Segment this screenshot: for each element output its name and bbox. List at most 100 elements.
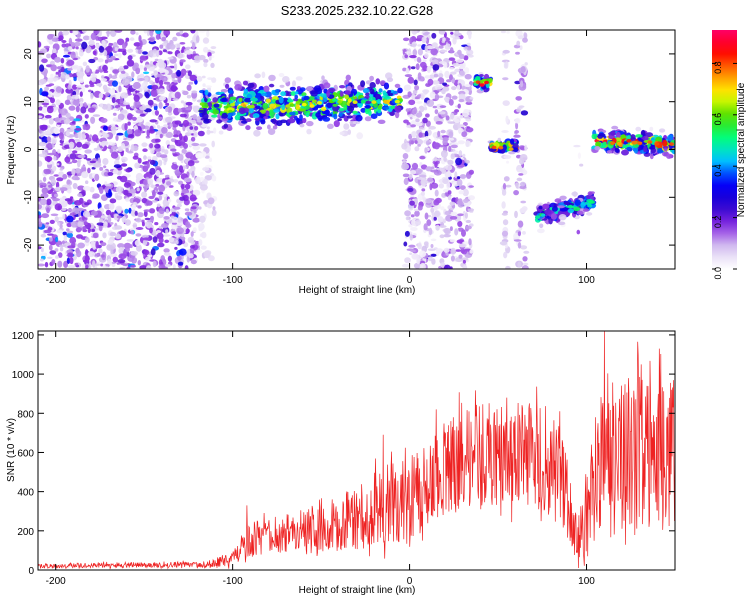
noise-cell [77, 154, 86, 159]
signal-cell [538, 205, 543, 210]
noise-cell [187, 236, 195, 244]
noise-cell [41, 187, 48, 195]
noise-cell [72, 30, 79, 36]
noise-cell [48, 184, 53, 188]
noise-cell [159, 133, 163, 139]
noise-cell [184, 208, 190, 212]
noise-cell [517, 242, 522, 249]
signal-cell [299, 87, 306, 92]
noise-cell [211, 175, 217, 182]
noise-cell [149, 80, 154, 84]
noise-cell [174, 139, 178, 144]
noise-cell [84, 149, 92, 154]
signal-cell [649, 126, 654, 132]
noise-cell [49, 250, 57, 255]
signal-cell [261, 93, 268, 97]
noise-cell [162, 49, 167, 53]
signal-cell [253, 129, 261, 137]
noise-cell [81, 263, 86, 269]
noise-cell [67, 84, 72, 90]
noise-cell [99, 52, 103, 56]
colorbar-tick-label: 0.2 [713, 216, 723, 229]
signal-cell [327, 123, 334, 129]
noise-cell [116, 262, 121, 265]
noise-cell [437, 130, 441, 138]
noise-cell [505, 115, 509, 124]
noise-cell [74, 127, 82, 131]
noise-cell [38, 160, 43, 167]
noise-cell [189, 126, 194, 130]
signal-cell [223, 123, 228, 129]
noise-cell [165, 116, 173, 123]
noise-cell [63, 51, 69, 55]
noise-cell [179, 196, 186, 201]
noise-cell [133, 94, 140, 102]
noise-cell [521, 206, 528, 212]
noise-cell [79, 97, 84, 103]
noise-cell [184, 183, 191, 190]
noise-cell [55, 86, 63, 93]
noise-cell [461, 229, 466, 237]
noise-cell [67, 265, 76, 269]
noise-cell [440, 262, 446, 268]
noise-cell [105, 92, 110, 97]
signal-cell [377, 109, 382, 114]
noise-cell [193, 160, 200, 164]
signal-peak [230, 102, 236, 107]
noise-cell [171, 163, 179, 170]
noise-cell [115, 134, 119, 141]
noise-cell [195, 152, 204, 160]
noise-cell [171, 222, 177, 225]
noise-cell [57, 222, 61, 226]
noise-cell [143, 155, 147, 161]
noise-cell [208, 157, 213, 163]
noise-cell [81, 30, 87, 33]
noise-cell [422, 59, 427, 62]
noise-cell [177, 108, 182, 113]
noise-cell [157, 191, 164, 195]
signal-cell [203, 119, 210, 124]
noise-cell [45, 161, 53, 165]
noise-cell [173, 153, 178, 157]
noise-cell [434, 109, 439, 115]
noise-cell [144, 76, 149, 82]
noise-cell [153, 70, 158, 74]
noise-cell [105, 183, 112, 187]
noise-cell [174, 62, 178, 71]
noise-cell [130, 251, 138, 256]
noise-cell [198, 206, 202, 210]
noise-cell [414, 198, 418, 206]
noise-cell [437, 73, 444, 78]
signal-cell [306, 86, 313, 92]
noise-cell [184, 211, 193, 216]
noise-cell [411, 162, 419, 170]
noise-cell [501, 212, 508, 216]
noise-cell [115, 186, 124, 193]
noise-cell [501, 130, 509, 133]
noise-cell [518, 105, 525, 108]
signal-cell [322, 116, 331, 122]
noise-cell [72, 84, 78, 90]
signal-cell [289, 111, 296, 116]
noise-cell [142, 148, 148, 152]
noise-cell [130, 264, 137, 268]
noise-cell [97, 58, 104, 63]
noise-cell [415, 63, 420, 70]
noise-cell [38, 153, 46, 157]
noise-cell [437, 158, 441, 161]
noise-cell [204, 155, 210, 159]
noise-cell [89, 186, 95, 193]
signal-cell [381, 106, 390, 110]
signal-peak [587, 203, 593, 208]
noise-cell [164, 70, 169, 75]
noise-cell [457, 213, 464, 217]
spectrogram-ytick-label: 0 [23, 146, 34, 152]
signal-cell [212, 109, 219, 115]
signal-cell [583, 208, 590, 212]
noise-cell [163, 252, 171, 256]
noise-cell [137, 205, 142, 209]
signal-cell [327, 87, 336, 93]
signal-cell [339, 91, 344, 97]
noise-cell [146, 30, 150, 37]
noise-cell [143, 30, 148, 34]
